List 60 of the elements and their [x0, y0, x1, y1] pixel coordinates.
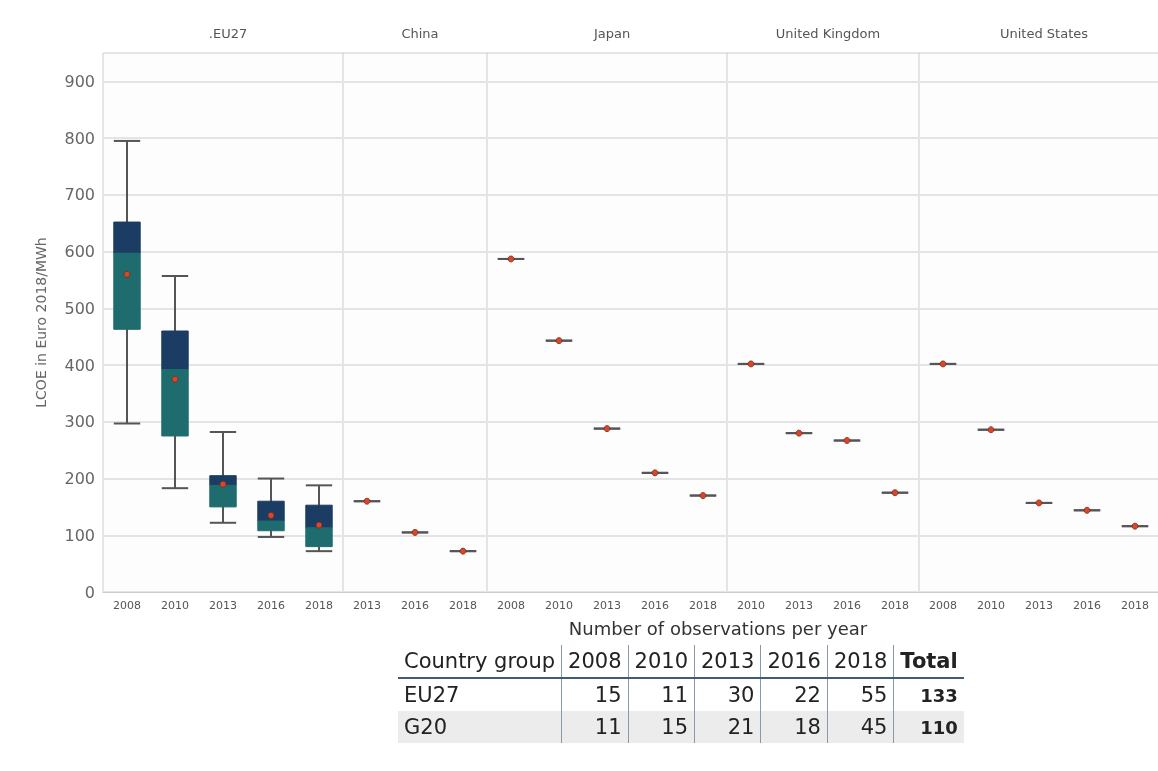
chart-title: United Kingdom [775, 26, 881, 41]
text: 45 [860, 715, 888, 739]
x-tick-label: 2010 [977, 599, 1005, 612]
text: 15 [594, 683, 622, 707]
x-tick-label: 2018 [881, 599, 909, 612]
y-tick-label: 400 [64, 355, 95, 375]
category-label: EU27 [404, 683, 460, 707]
text: 21 [727, 715, 755, 739]
y-tick-label: 0 [84, 582, 95, 602]
y-tick-label: 100 [64, 525, 95, 545]
text: 11 [594, 715, 622, 739]
text: 18 [794, 715, 821, 739]
x-tick-label: 2010 [545, 599, 573, 612]
text: Country group [403, 648, 557, 675]
y-tick-label: 600 [64, 242, 95, 262]
y-tick-label: 500 [64, 298, 95, 318]
x-tick-label: 2013 [353, 599, 381, 612]
category-label: 2008 [561, 645, 629, 678]
x-tick-label: 2010 [737, 599, 765, 612]
y-tick-label: 700 [64, 185, 95, 205]
category-label: 2013 [694, 645, 761, 678]
x-tick-label: 2013 [785, 599, 813, 612]
x-tick-label: 2018 [449, 599, 477, 612]
category-label: Total [893, 645, 964, 678]
category-label: 2018 [827, 645, 894, 678]
x-tick-label: 2018 [1121, 599, 1149, 612]
category-label: G20 [404, 715, 447, 739]
x-tick-label: 2008 [113, 599, 141, 612]
category-label: 2010 [628, 645, 695, 678]
y-tick-label: 800 [64, 128, 95, 148]
x-tick-label: 2016 [401, 599, 429, 612]
chart-title: China [401, 26, 439, 41]
x-tick-label: 2013 [593, 599, 621, 612]
text: 30 [727, 683, 755, 707]
x-tick-label: 2010 [161, 599, 189, 612]
y-tick-label: 300 [64, 412, 95, 432]
text: 15 [661, 715, 688, 739]
text: 55 [860, 683, 888, 707]
chart-title: .EU27 [208, 26, 248, 41]
chart-title: United States [999, 26, 1089, 41]
text: 133 [920, 684, 958, 706]
x-tick-label: 2016 [641, 599, 669, 612]
text: 11 [661, 683, 688, 707]
x-tick-label: 2008 [929, 599, 957, 612]
text: 22 [794, 683, 821, 707]
text: 110 [920, 716, 958, 738]
x-tick-label: 2008 [497, 599, 525, 612]
x-tick-label: 2013 [1025, 599, 1053, 612]
text: Number of observations per year [567, 618, 869, 639]
category-label: 2016 [760, 645, 828, 678]
y-tick-label: 900 [64, 71, 95, 91]
chart-title: Japan [592, 26, 631, 41]
x-tick-label: 2016 [257, 599, 285, 612]
x-tick-label: 2016 [833, 599, 861, 612]
x-tick-label: 2018 [689, 599, 717, 612]
x-tick-label: 2016 [1073, 599, 1101, 612]
y-axis-title: LCOE in Euro 2018/MWh [33, 237, 49, 408]
x-tick-label: 2018 [305, 599, 333, 612]
x-tick-label: 2013 [209, 599, 237, 612]
y-tick-label: 200 [64, 469, 95, 489]
